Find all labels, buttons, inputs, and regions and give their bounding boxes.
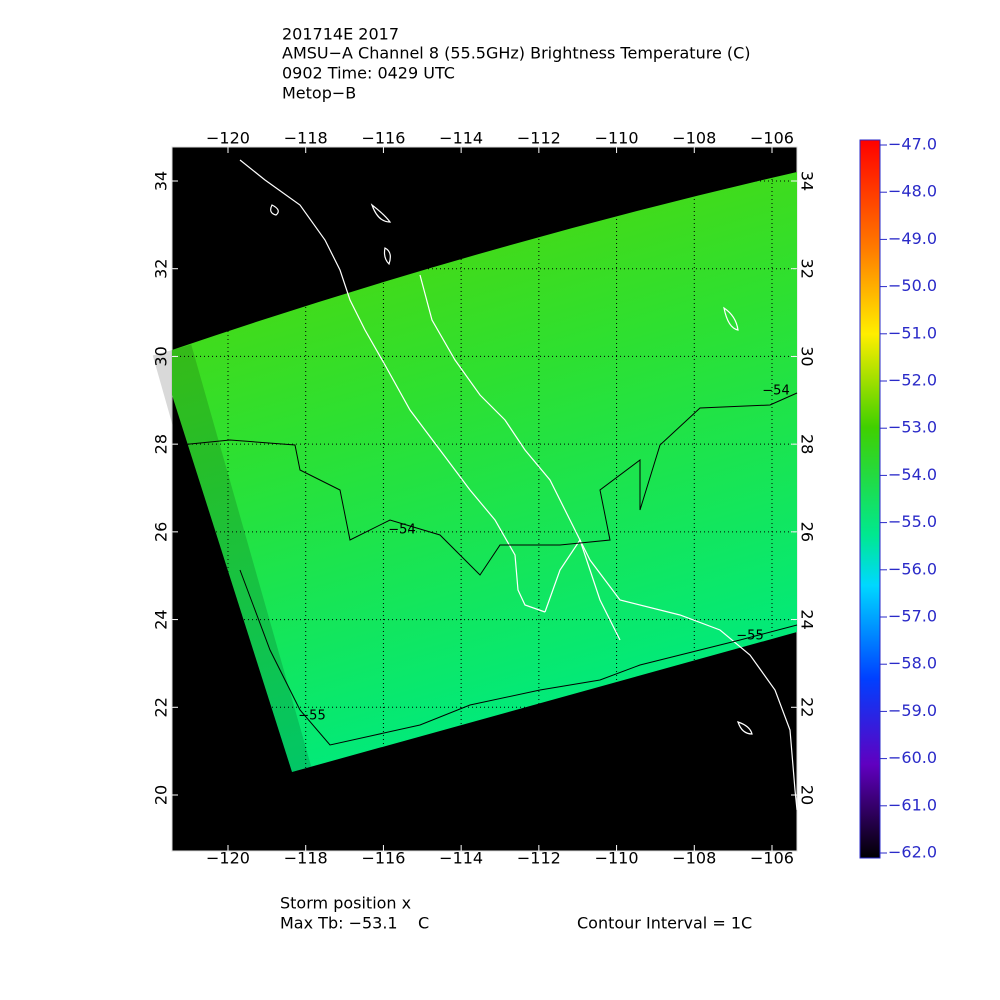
colorbar-label: −57.0 xyxy=(888,607,937,626)
colorbar-label: −49.0 xyxy=(888,229,937,248)
lon-label: −120 xyxy=(206,849,250,868)
colorbar-label: −48.0 xyxy=(888,182,937,201)
lat-label: 30 xyxy=(152,346,171,366)
contour-interval: Contour Interval = 1C xyxy=(577,914,752,933)
lon-label: −118 xyxy=(284,849,328,868)
lon-label: −114 xyxy=(439,129,483,148)
lat-label: 32 xyxy=(798,259,817,279)
title-block: 201714E 2017 AMSU−A Channel 8 (55.5GHz) … xyxy=(282,25,751,103)
colorbar-label: −62.0 xyxy=(888,843,937,862)
colorbar-label: −60.0 xyxy=(888,748,937,767)
lat-label: 28 xyxy=(798,434,817,454)
colorbar-label: −47.0 xyxy=(888,135,937,154)
lon-label: −108 xyxy=(672,129,716,148)
contour-label: −55 xyxy=(298,709,325,724)
lon-label: −106 xyxy=(750,849,794,868)
lat-label: 26 xyxy=(152,522,171,542)
lat-label: 24 xyxy=(798,609,817,629)
contour-label: −54 xyxy=(762,384,789,399)
storm-position: Storm position x xyxy=(280,894,411,913)
lon-label: −116 xyxy=(361,129,405,148)
lon-label: −112 xyxy=(517,849,561,868)
max-tb: Max Tb: −53.1 C xyxy=(280,914,429,933)
swath-edge xyxy=(152,344,312,778)
colorbar-label: −55.0 xyxy=(888,512,937,531)
colorbar-label: −59.0 xyxy=(888,701,937,720)
lat-label: 22 xyxy=(152,697,171,717)
colorbar-ticks: −47.0 −48.0 −49.0 −50.0 −51.0 −52.0 −53.0 −54.0… xyxy=(880,135,937,862)
title-line: 0902 Time: 0429 UTC xyxy=(282,64,455,83)
contour-line xyxy=(239,569,798,746)
lat-label: 34 xyxy=(152,171,171,191)
contour-line xyxy=(179,392,798,576)
coastline xyxy=(544,538,621,641)
swath xyxy=(172,172,797,772)
title-line: AMSU−A Channel 8 (55.5GHz) Brightness Te… xyxy=(282,44,751,63)
colorbar-label: −61.0 xyxy=(888,795,937,814)
colorbar-label: −58.0 xyxy=(888,654,937,673)
contour-label: −54 xyxy=(388,523,415,538)
coastlines xyxy=(239,159,798,811)
lat-label: 34 xyxy=(798,171,817,191)
lon-label: −112 xyxy=(517,129,561,148)
colorbar-label: −50.0 xyxy=(888,276,937,295)
contour-labels: −54 −54 −55 −55 xyxy=(298,384,789,724)
lon-label: −106 xyxy=(750,129,794,148)
axes: −120 −120 −118 −118 −116 −116 −114 −114 −112 −112… xyxy=(152,129,817,868)
lon-label: −114 xyxy=(439,849,483,868)
contours xyxy=(179,392,798,746)
colorbar-label: −56.0 xyxy=(888,559,937,578)
colorbar-label: −54.0 xyxy=(888,465,937,484)
lat-label: 20 xyxy=(152,785,171,805)
lat-label: 28 xyxy=(152,434,171,454)
island xyxy=(270,203,753,735)
title-line: Metop−B xyxy=(282,84,356,103)
lon-label: −120 xyxy=(206,129,250,148)
lat-label: 30 xyxy=(798,346,817,366)
coastline xyxy=(239,159,546,613)
lat-label: 24 xyxy=(152,609,171,629)
colorbar-label: −53.0 xyxy=(888,418,937,437)
lon-label: −108 xyxy=(672,849,716,868)
lon-label: −116 xyxy=(361,849,405,868)
title-line: 201714E 2017 xyxy=(282,25,399,44)
contour-label: −55 xyxy=(736,629,763,644)
lat-label: 20 xyxy=(798,785,817,805)
colorbar xyxy=(859,139,881,859)
lon-label: −110 xyxy=(595,129,639,148)
lon-label: −118 xyxy=(284,129,328,148)
colorbar-label: −52.0 xyxy=(888,371,937,390)
lat-label: 32 xyxy=(152,259,171,279)
lat-label: 26 xyxy=(798,522,817,542)
lat-label: 22 xyxy=(798,697,817,717)
colorbar-label: −51.0 xyxy=(888,323,937,342)
coastline xyxy=(419,274,798,811)
lon-label: −110 xyxy=(595,849,639,868)
